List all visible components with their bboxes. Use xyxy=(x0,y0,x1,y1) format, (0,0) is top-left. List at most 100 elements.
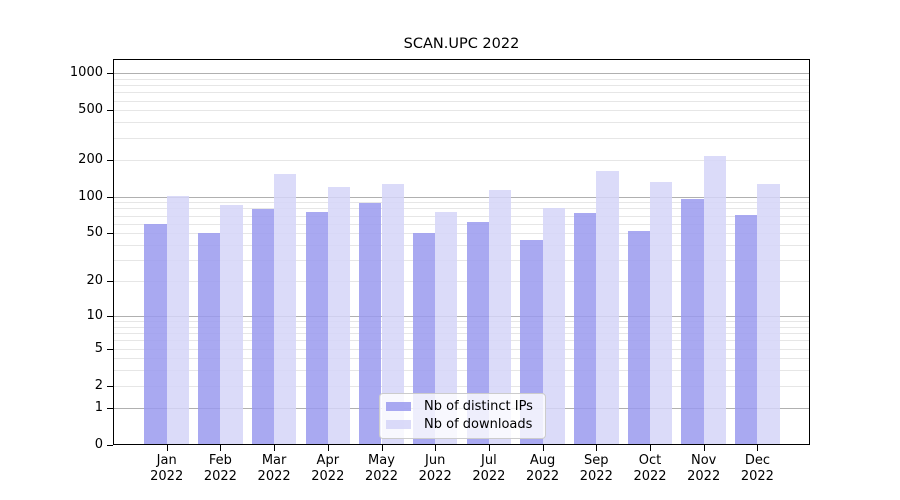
x-tick-mark xyxy=(435,445,437,451)
minor-gridline xyxy=(113,159,810,161)
y-tick-label: 100 xyxy=(78,188,103,204)
legend-item: Nb of downloads xyxy=(386,417,537,432)
legend-label: Nb of distinct IPs xyxy=(424,399,533,414)
x-tick-mark xyxy=(327,445,329,451)
y-tick-mark xyxy=(107,196,113,198)
x-tick-mark xyxy=(166,445,168,451)
minor-gridline xyxy=(113,326,810,328)
minor-gridline xyxy=(113,260,810,262)
bar-distinct-ips xyxy=(359,202,382,445)
minor-gridline xyxy=(113,85,810,87)
minor-gridline xyxy=(113,358,810,360)
bar-downloads xyxy=(327,186,351,445)
y-tick-label: 500 xyxy=(78,102,103,118)
x-tick-month: Jul xyxy=(481,453,497,468)
bar-downloads xyxy=(488,190,512,445)
x-tick-mark xyxy=(703,445,705,451)
minor-gridline xyxy=(113,340,810,342)
x-tick-mark xyxy=(220,445,222,451)
minor-gridline xyxy=(113,208,810,210)
bar-distinct-ips xyxy=(412,233,436,445)
y-tick-mark xyxy=(107,348,113,350)
y-tick-label: 1 xyxy=(94,399,103,415)
x-tick-mark xyxy=(488,445,490,451)
x-tick-label: Nov 2022 xyxy=(676,453,732,485)
x-tick-year: 2022 xyxy=(418,469,452,484)
bar-downloads xyxy=(596,170,619,445)
x-tick-month: Dec xyxy=(744,453,770,468)
minor-gridline xyxy=(113,385,810,387)
minor-gridline xyxy=(113,215,810,217)
bar-distinct-ips xyxy=(144,223,167,445)
x-tick-year: 2022 xyxy=(526,469,560,484)
bar-distinct-ips xyxy=(305,211,328,445)
x-tick-mark xyxy=(757,445,759,451)
legend-label: Nb of downloads xyxy=(424,417,533,432)
x-tick-month: Feb xyxy=(208,453,232,468)
x-tick-month: Jan xyxy=(156,453,177,468)
bar-downloads xyxy=(757,183,780,445)
y-tick-mark xyxy=(107,233,113,235)
x-tick-label: Dec 2022 xyxy=(729,453,785,485)
x-tick-month: Mar xyxy=(261,453,287,468)
minor-gridline xyxy=(113,223,810,225)
legend-item: Nb of distinct IPs xyxy=(386,399,537,414)
legend-swatch xyxy=(386,402,411,411)
legend-swatch xyxy=(386,420,411,429)
minor-gridline xyxy=(113,333,810,335)
y-tick-label: 20 xyxy=(86,273,103,289)
x-tick-label: Mar 2022 xyxy=(246,453,302,485)
x-tick-label: May 2022 xyxy=(354,453,410,485)
bar-downloads xyxy=(542,207,565,445)
y-tick-mark xyxy=(107,407,113,409)
x-tick-year: 2022 xyxy=(203,469,237,484)
y-tick-label: 200 xyxy=(78,151,103,167)
x-tick-year: 2022 xyxy=(364,469,399,484)
x-tick-label: Feb 2022 xyxy=(192,453,248,485)
y-tick-mark xyxy=(107,73,113,75)
x-tick-mark xyxy=(542,445,544,451)
x-tick-mark xyxy=(274,445,276,451)
x-tick-month: Aug xyxy=(529,453,556,468)
minor-gridline xyxy=(113,110,810,112)
bar-downloads xyxy=(650,182,673,445)
x-tick-year: 2022 xyxy=(740,469,774,484)
y-tick-mark xyxy=(107,315,113,317)
x-tick-year: 2022 xyxy=(311,469,345,484)
major-gridline xyxy=(113,315,810,317)
bar-distinct-ips xyxy=(251,209,275,445)
x-tick-year: 2022 xyxy=(687,469,721,484)
y-tick-label: 2 xyxy=(94,377,103,393)
y-tick-label: 50 xyxy=(86,225,103,241)
y-tick-mark xyxy=(107,445,113,446)
minor-gridline xyxy=(113,245,810,247)
chart-title: SCAN.UPC 2022 xyxy=(403,36,520,52)
minor-gridline xyxy=(113,321,810,323)
y-tick-mark xyxy=(107,385,113,387)
x-tick-mark xyxy=(596,445,598,451)
x-tick-year: 2022 xyxy=(633,469,667,484)
x-tick-month: Oct xyxy=(638,453,662,468)
x-tick-label: Oct 2022 xyxy=(622,453,678,485)
x-tick-month: Nov xyxy=(691,453,717,468)
x-tick-label: Jun 2022 xyxy=(407,453,463,485)
x-tick-mark xyxy=(650,445,651,451)
bar-downloads xyxy=(220,205,243,445)
minor-gridline xyxy=(113,137,810,139)
x-tick-label: Apr 2022 xyxy=(300,453,356,485)
minor-gridline xyxy=(113,233,810,235)
major-gridline xyxy=(113,196,810,198)
bar-downloads xyxy=(274,173,297,445)
y-tick-label: 0 xyxy=(94,437,103,452)
bar-distinct-ips xyxy=(681,199,704,445)
x-tick-label: Aug 2022 xyxy=(515,453,571,485)
bar-downloads xyxy=(703,155,726,445)
x-tick-month: Apr xyxy=(316,453,340,468)
y-tick-label: 5 xyxy=(94,340,103,356)
minor-gridline xyxy=(113,348,810,350)
minor-gridline xyxy=(113,202,810,204)
y-tick-mark xyxy=(107,159,113,161)
x-tick-month: Jun xyxy=(425,453,446,468)
bar-distinct-ips xyxy=(735,214,758,445)
